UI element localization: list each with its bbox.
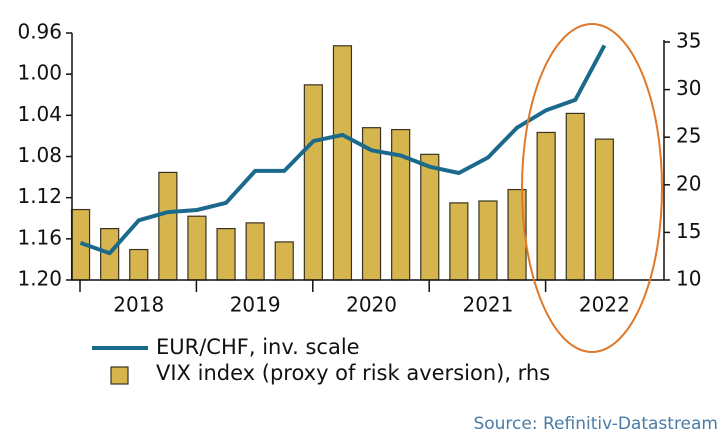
- y-tick-label: 0.96: [17, 20, 62, 44]
- bar: [478, 200, 498, 281]
- y2-tick-label: 20: [676, 171, 701, 195]
- y2-tick-label: 15: [676, 219, 701, 243]
- x-tick-label: 2020: [346, 293, 397, 317]
- y-tick-label: 1.08: [17, 143, 62, 167]
- y-tick-label: 1.16: [17, 225, 62, 249]
- y2-tick-label: 10: [676, 267, 701, 291]
- bar: [449, 202, 469, 281]
- x-tick-label: 2022: [579, 293, 630, 317]
- y-tick-label: 1.20: [17, 267, 62, 291]
- y-tick-label: 1.00: [17, 61, 62, 85]
- x-tick-label: 2018: [113, 293, 164, 317]
- y2-tick-label: 35: [676, 29, 701, 53]
- bar: [158, 171, 178, 281]
- bar: [187, 215, 207, 281]
- highlight-ellipse: [521, 23, 663, 353]
- bar: [507, 188, 527, 281]
- legend-label: VIX index (proxy of risk aversion), rhs: [156, 361, 550, 385]
- bar: [391, 128, 411, 281]
- x-tick-label: 2019: [230, 293, 281, 317]
- bar: [129, 248, 149, 281]
- y2-tick-label: 30: [676, 76, 701, 100]
- bar: [536, 131, 556, 281]
- source: Source: Refinitiv-Datastream: [473, 414, 718, 434]
- legend-label: EUR/CHF, inv. scale: [156, 335, 360, 359]
- x-tick-label: 2021: [462, 293, 513, 317]
- y-tick-label: 1.12: [17, 184, 62, 208]
- bar: [565, 112, 585, 281]
- y-tick-label: 1.04: [17, 102, 62, 126]
- legend-swatch: [110, 366, 129, 385]
- line: [79, 44, 607, 256]
- bar: [332, 45, 353, 281]
- bar: [420, 153, 440, 281]
- bar: [303, 84, 323, 281]
- y2-tick-label: 25: [676, 124, 701, 148]
- bar: [216, 227, 236, 281]
- bar: [274, 241, 294, 281]
- bar: [594, 138, 614, 281]
- bar: [245, 222, 265, 281]
